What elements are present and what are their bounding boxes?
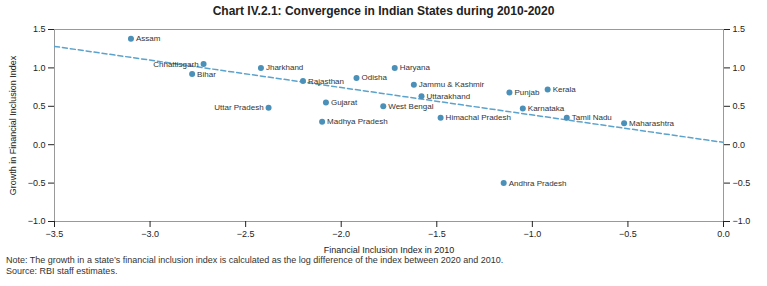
svg-text:1.5: 1.5 (733, 24, 746, 34)
svg-text:Rajasthan: Rajasthan (308, 77, 344, 86)
svg-text:Haryana: Haryana (400, 63, 431, 72)
svg-text:Andhra Pradesh: Andhra Pradesh (509, 179, 567, 188)
svg-text:−3.0: −3.0 (141, 229, 159, 239)
svg-text:Gujarat: Gujarat (331, 98, 358, 107)
svg-text:0.0: 0.0 (733, 140, 746, 150)
svg-text:Jammu & Kashmir: Jammu & Kashmir (419, 80, 485, 89)
svg-text:0.0: 0.0 (33, 140, 46, 150)
svg-text:Uttarakhand: Uttarakhand (426, 92, 470, 101)
svg-text:Maharashtra: Maharashtra (629, 119, 674, 128)
svg-text:Jharkhand: Jharkhand (266, 63, 303, 72)
svg-text:0.0: 0.0 (717, 229, 730, 239)
svg-text:1.0: 1.0 (33, 63, 46, 73)
svg-text:Kerala: Kerala (553, 85, 577, 94)
svg-text:−1.0: −1.0 (523, 229, 541, 239)
svg-text:Himachal Pradesh: Himachal Pradesh (446, 113, 511, 122)
html-text:Source: RBI staff estimates.: Source: RBI staff estimates. (6, 266, 118, 276)
svg-text:−1.0: −1.0 (733, 216, 751, 226)
svg-text:−1.5: −1.5 (428, 229, 446, 239)
svg-text:Growth in Financial Inclusion: Growth in Financial Inclusion Index (8, 55, 18, 195)
svg-text:Bihar: Bihar (197, 70, 216, 79)
svg-text:Karnataka: Karnataka (528, 104, 565, 113)
svg-text:−1.0: −1.0 (28, 216, 46, 226)
svg-text:West Bengal: West Bengal (388, 102, 433, 111)
svg-text:−2.5: −2.5 (237, 229, 255, 239)
svg-text:Odisha: Odisha (362, 73, 388, 82)
svg-text:Assam: Assam (136, 34, 161, 43)
svg-text:Madhya Pradesh: Madhya Pradesh (327, 117, 387, 126)
svg-text:Chhattisgarh: Chhattisgarh (153, 60, 198, 69)
svg-text:−3.5: −3.5 (46, 229, 64, 239)
svg-text:0.5: 0.5 (33, 101, 46, 111)
svg-text:1.0: 1.0 (733, 63, 746, 73)
svg-text:Financial Inclusion Index in 2: Financial Inclusion Index in 2010 (324, 245, 455, 255)
svg-text:Punjab: Punjab (514, 88, 539, 97)
svg-text:−0.5: −0.5 (619, 229, 637, 239)
html-text:Note: The growth in a state’s: Note: The growth in a state’s financial … (6, 255, 504, 265)
svg-text:1.5: 1.5 (33, 24, 46, 34)
svg-text:−0.5: −0.5 (28, 178, 46, 188)
svg-text:0.5: 0.5 (733, 101, 746, 111)
svg-text:−0.5: −0.5 (733, 178, 751, 188)
svg-text:Tamil Nadu: Tamil Nadu (572, 113, 612, 122)
html-text:Chart IV.2.1: Convergence in I: Chart IV.2.1: Convergence in Indian Stat… (212, 4, 555, 18)
svg-text:−2.0: −2.0 (332, 229, 350, 239)
svg-text:Uttar Pradesh: Uttar Pradesh (214, 103, 263, 112)
